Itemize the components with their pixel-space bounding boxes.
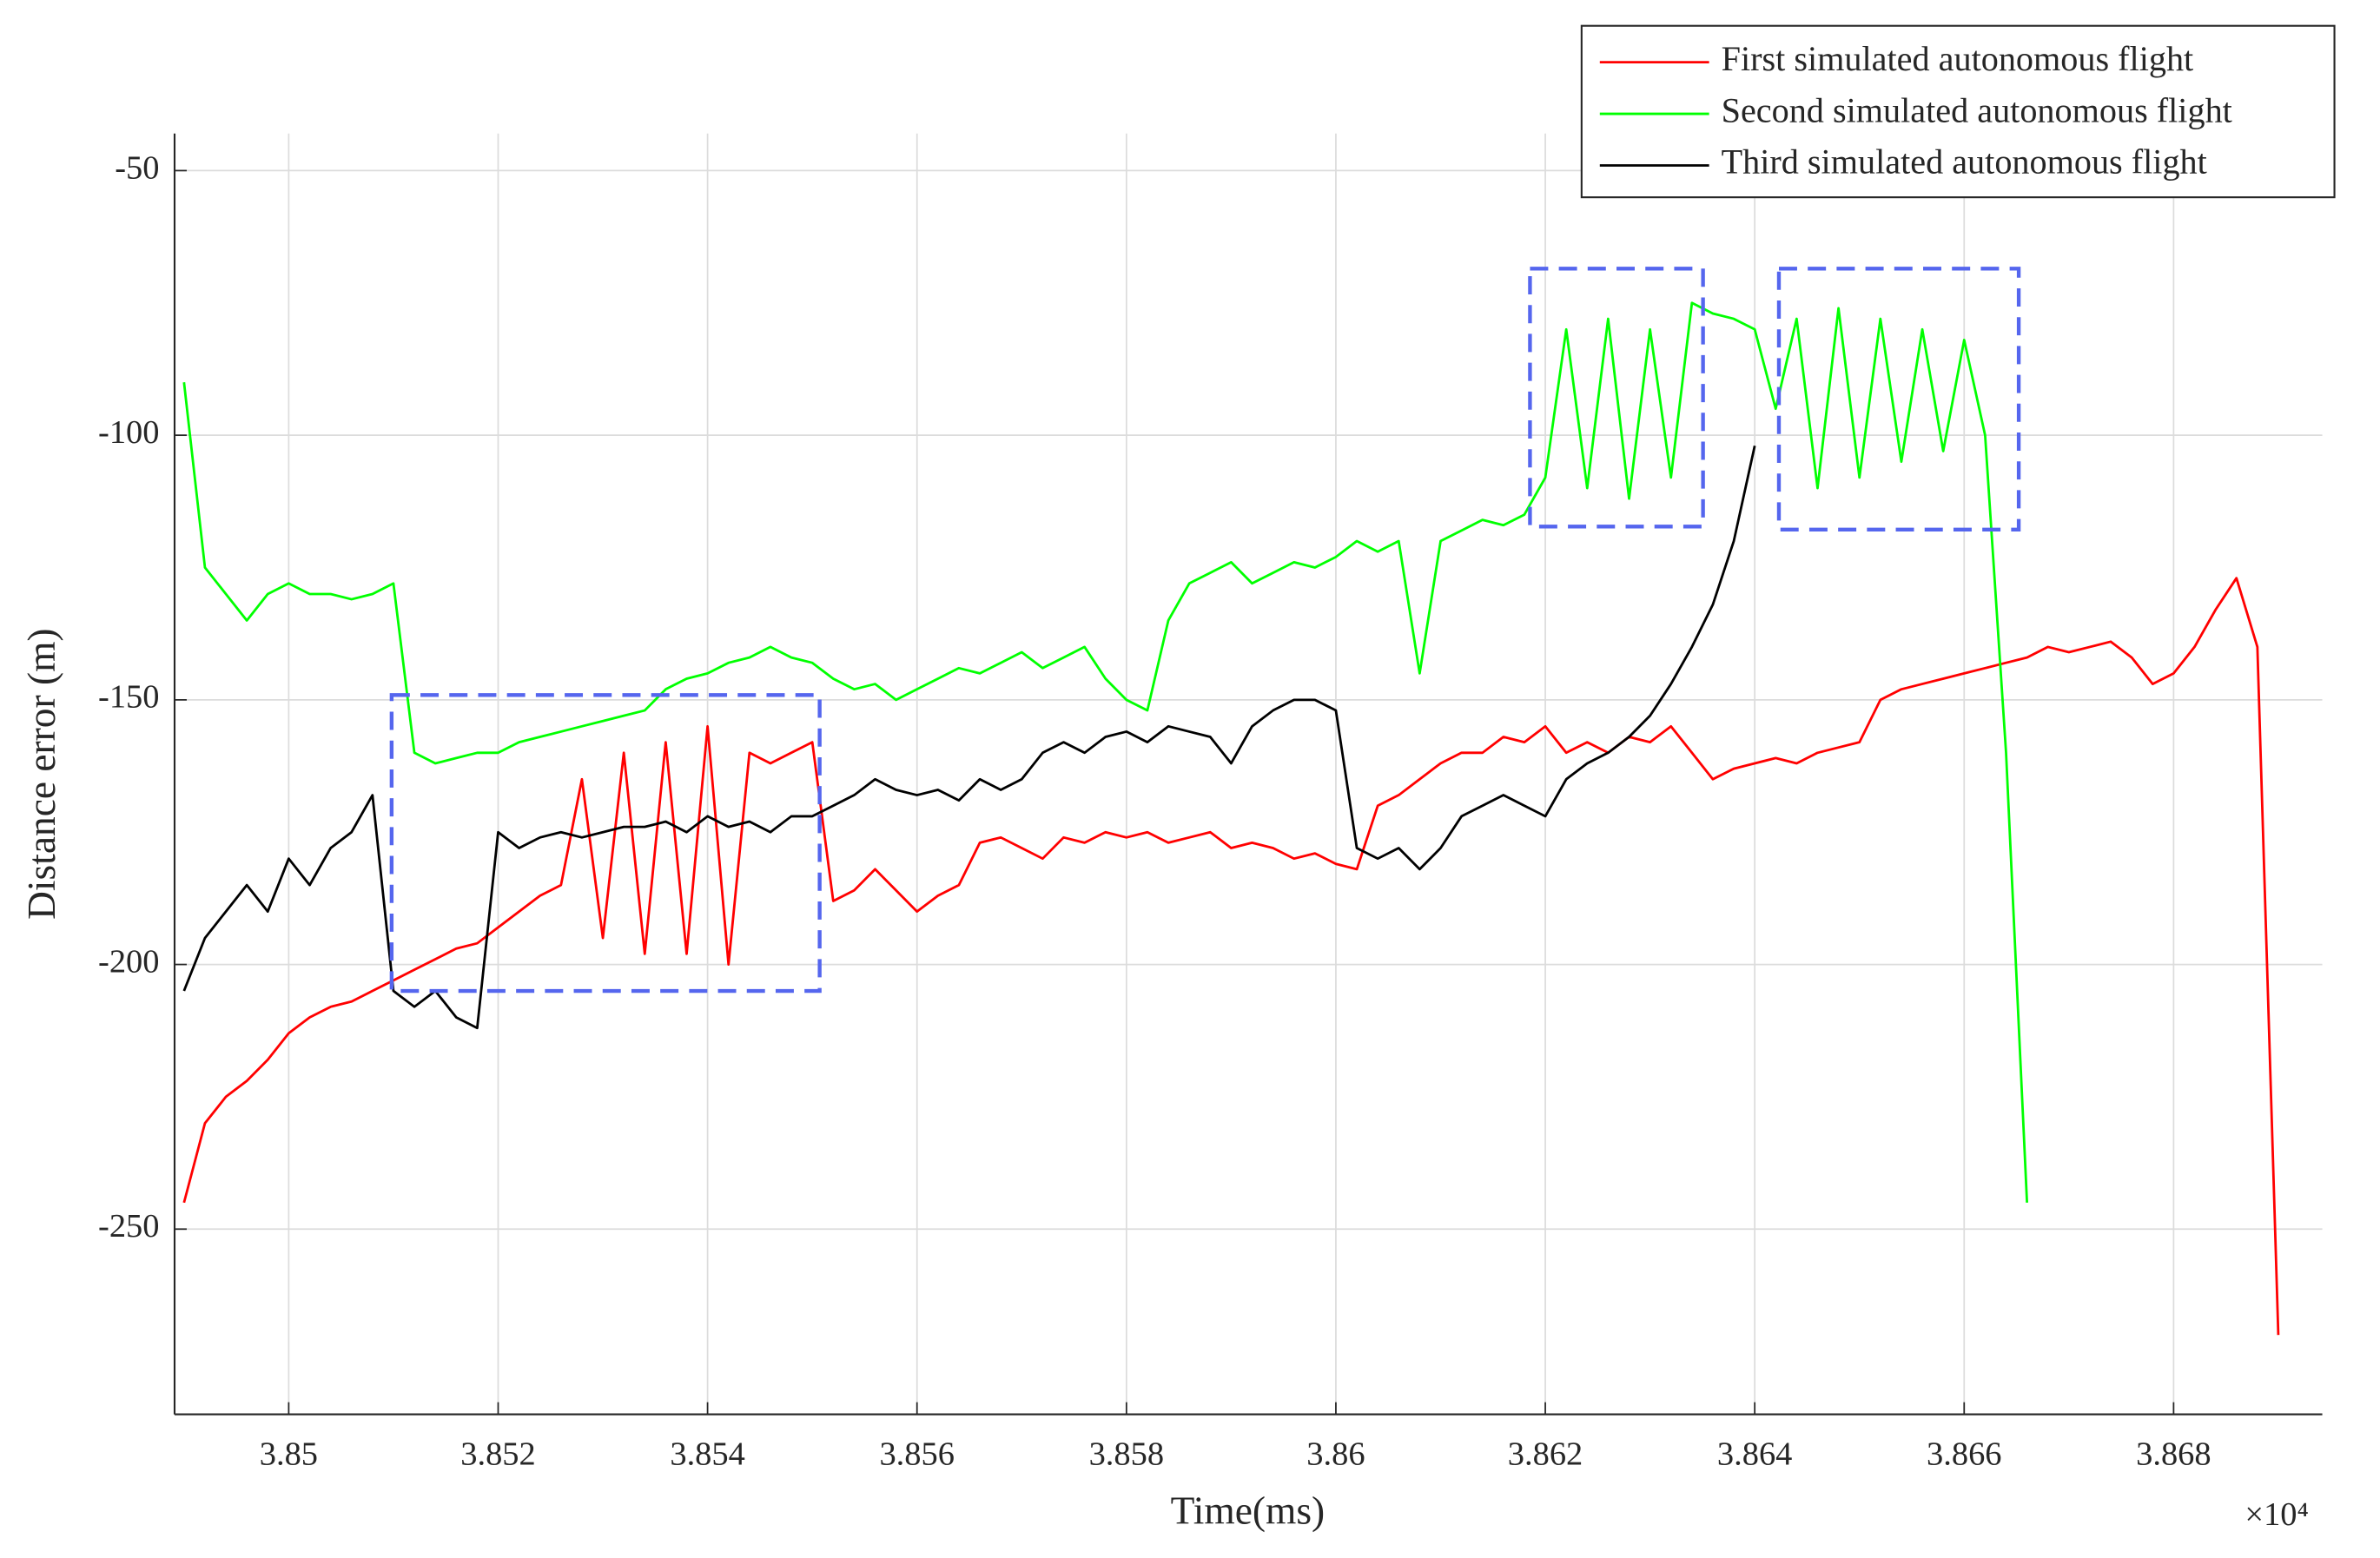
highlight-box: [389, 693, 822, 994]
grid: [174, 133, 2323, 1415]
series-line: [182, 301, 2029, 1203]
x-tick-label: 3.86: [1306, 1436, 1365, 1472]
x-tick-label: 3.858: [1089, 1436, 1164, 1472]
y-axis-label: Distance error (m): [20, 628, 63, 919]
y-tick-label: -50: [115, 149, 159, 186]
y-tick-label: -250: [98, 1208, 159, 1244]
x-tick-label: 3.866: [1927, 1436, 2001, 1472]
x-tick-label: 3.856: [879, 1436, 954, 1472]
legend-label: Third simulated autonomous flight: [1722, 142, 2207, 182]
x-tick-label: 3.852: [460, 1436, 535, 1472]
series-line: [182, 446, 1756, 1030]
legend-box: [1580, 24, 2336, 199]
y-tick-label: -150: [98, 679, 159, 716]
x-axis-label: Time(ms): [1171, 1489, 1326, 1532]
legend-label: Second simulated autonomous flight: [1722, 90, 2232, 129]
highlight-box: [1528, 267, 1705, 529]
y-tick-label: -100: [98, 414, 159, 451]
x-tick-label: 3.868: [2136, 1436, 2211, 1472]
x-multiplier: ×10⁴: [2244, 1496, 2309, 1533]
x-tick-label: 3.864: [1717, 1436, 1792, 1472]
axes: 3.85 3.852 3.854 3.856 3.858 3.86 3.862 3.864 3.…: [98, 133, 2323, 1472]
series-line: [182, 577, 2280, 1336]
y-tick-label: -200: [98, 943, 159, 980]
x-tick-label: 3.854: [670, 1436, 744, 1472]
highlight-boxes: [389, 267, 2021, 994]
highlight-box: [1776, 267, 2021, 532]
x-tick-label: 3.85: [260, 1436, 318, 1472]
lines: [182, 301, 2280, 1336]
legend-label: First simulated autonomous flight: [1722, 39, 2194, 78]
legend: First simulated autonomous flight Second …: [1580, 24, 2336, 199]
x-tick-label: 3.862: [1508, 1436, 1583, 1472]
